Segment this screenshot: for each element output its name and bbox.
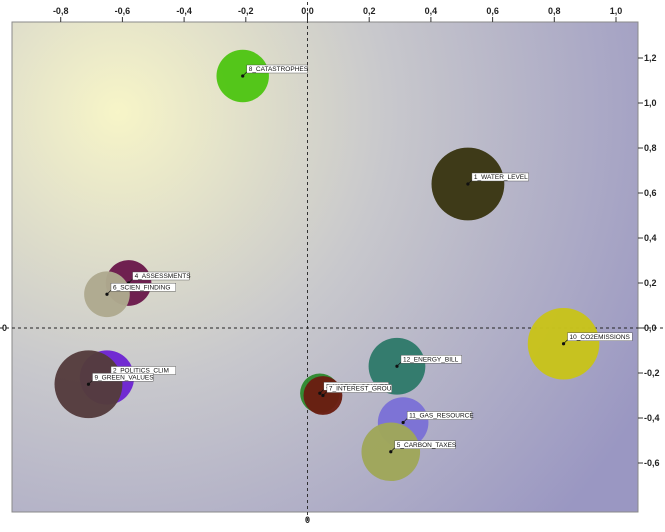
label-leader-line [88,380,93,385]
point-label: 11_GAS_RESOURCE [409,413,474,420]
label-box [246,64,308,74]
y-tick-label: 0,6 [644,188,657,198]
y-tick-label: 0,8 [644,143,657,153]
label-leader-line [322,391,328,396]
label-box [326,384,392,393]
point-label: 12_ENERGY_BILL [403,356,459,363]
label-box [567,332,633,341]
label-box [394,440,456,449]
x-tick-label: 0,4 [425,6,438,16]
point-label: 8_CATASTROPHES [249,66,309,73]
y-tick-label: 0,4 [644,233,657,243]
label-box [406,411,473,420]
x-tick-label: -0,2 [238,6,254,16]
y-tick-label: -0,4 [644,413,660,423]
label-leader-line [319,389,325,394]
point-labels: 8_CATASTROPHES 1_WATER_LEVEL 4_ASSESSMENTS… [86,64,633,454]
label-box [400,355,462,364]
label-leader-line [390,447,396,452]
x-tick-label: 0,6 [486,6,499,16]
point-label: 6_SCIEN_FINDING [113,284,170,291]
label-box [92,373,154,382]
y-tick-label: 1,2 [644,53,657,63]
label-box [132,271,190,281]
x-tick-label: 0,2 [363,6,376,16]
label-box [110,283,176,292]
origin-markers: 00 [2,323,310,525]
point-label: 7_INTEREST_GROU [329,386,392,393]
point-label: 10_CO2EMISSIONS [570,334,631,341]
point-label: 2_POLITICS_CLIM [113,368,169,375]
y-tick-label: 0,2 [644,278,657,288]
x-tick-label: -0,4 [176,6,192,16]
label-leader-line [106,290,112,295]
label-leader-line [563,339,568,344]
x-axis-top: -0,8 -0,6 -0,4 -0,2 0,0 0,2 0,4 0,6 0,8 1,0 [53,6,622,22]
label-leader-line [242,71,247,77]
point-label: 9_GREEN_VALUES [94,374,154,381]
x-tick-label: -0,8 [53,6,69,16]
x-tick-label: 0,0 [301,6,314,16]
origin-label-left: 0 [2,323,7,333]
label-leader-line [128,278,133,284]
x-tick-label: 0,8 [548,6,561,16]
x-tick-label: 1,0 [610,6,623,16]
y-tick-label: -0,2 [644,368,660,378]
plot-area [11,21,639,513]
x-tick-label: -0,6 [115,6,131,16]
point-label: 4_ASSESSMENTS [135,273,192,280]
y-tick-label: 1,0 [644,98,657,108]
label-leader-line [402,418,408,423]
label-box [471,172,529,182]
origin-label-bottom: 0 [305,515,310,525]
label-leader-line [396,362,402,367]
y-tick-label: -0,6 [644,458,660,468]
label-leader-line [467,179,473,185]
y-axis-right: 1,2 1,0 0,8 0,6 0,4 0,2 0,0 -0,2 -0,4 -0,6 [638,53,660,468]
y-tick-label: 0,0 [644,323,657,333]
point-label: 1_WATER_LEVEL [474,174,528,181]
point-label: 5_CARBON_TAXES [397,442,457,449]
